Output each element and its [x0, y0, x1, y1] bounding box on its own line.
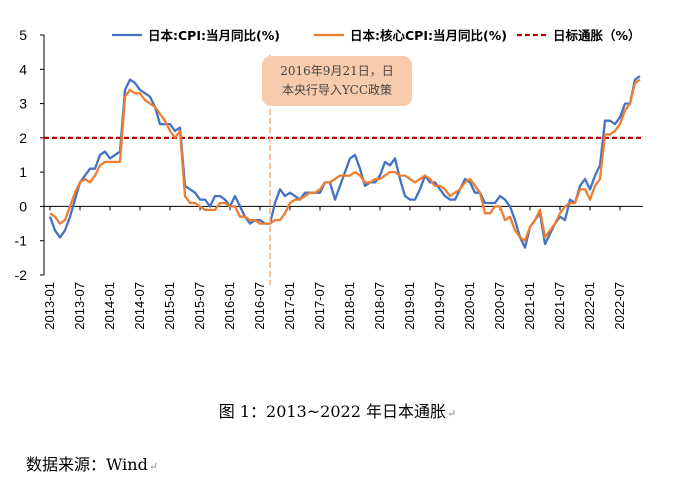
annotation-box: [262, 56, 412, 106]
x-tick-label: 2020-01: [462, 282, 477, 330]
source-note: 数据来源：Wind↵: [26, 451, 158, 475]
legend-label: 日本:CPI:当月同比(%): [148, 28, 280, 43]
figure-caption: 图 1：2013~2022 年日本通胀↵: [0, 398, 675, 422]
x-tick-label: 2015-07: [192, 282, 207, 330]
y-tick-label: 1: [19, 164, 27, 180]
x-axis: 2013-01 2013-07 2014-01 2014-07 2015-01 2015-…: [42, 205, 643, 330]
y-tick-label: 4: [19, 61, 27, 77]
y-tick-label: 5: [19, 27, 27, 43]
x-tick-label: 2013-07: [72, 282, 87, 330]
x-tick-label: 2022-07: [612, 282, 627, 330]
core-cpi-line: [49, 78, 641, 242]
x-tick-label: 2020-07: [492, 282, 507, 330]
paragraph-mark-icon: ↵: [148, 460, 159, 473]
x-tick-label: 2014-07: [132, 282, 147, 330]
x-tick-label: 2018-07: [372, 282, 387, 330]
x-tick-label: 2014-01: [102, 282, 117, 330]
x-tick-label: 2017-01: [282, 282, 297, 330]
source-note-text: 数据来源：Wind: [26, 455, 148, 474]
y-tick-label: 0: [19, 198, 27, 214]
x-tick-label: 2021-01: [522, 282, 537, 330]
y-axis: -2 -1 0 1 2 3 4 5: [15, 27, 45, 283]
y-tick-label: -1: [15, 233, 28, 249]
x-tick-label: 2022-01: [582, 282, 597, 330]
y-tick-label: 2: [19, 130, 27, 146]
chart: 日本:CPI:当月同比(%) 日本:核心CPI:当月同比(%) 日标通胀（%） -2…: [15, 27, 643, 330]
paragraph-mark-icon: ↵: [446, 407, 457, 420]
legend-label: 日标通胀（%）: [553, 28, 641, 43]
x-tick-label: 2013-01: [42, 282, 57, 330]
y-tick-label: 3: [19, 96, 27, 112]
x-tick-label: 2017-07: [312, 282, 327, 330]
legend: 日本:CPI:当月同比(%) 日本:核心CPI:当月同比(%) 日标通胀（%）: [112, 28, 641, 43]
legend-label: 日本:核心CPI:当月同比(%): [350, 28, 507, 43]
annotation-text: 本央行导入YCC政策: [282, 83, 392, 97]
x-tick-label: 2021-07: [552, 282, 567, 330]
x-tick-label: 2016-01: [222, 282, 237, 330]
x-tick-label: 2019-01: [402, 282, 417, 330]
annotation-text: 2016年9月21日，日: [280, 64, 393, 78]
x-tick-label: 2016-07: [252, 282, 267, 330]
figure-caption-text: 图 1：2013~2022 年日本通胀: [218, 402, 446, 421]
x-tick-label: 2015-01: [162, 282, 177, 330]
series-layer: [48, 75, 641, 249]
y-tick-label: -2: [15, 267, 28, 283]
x-tick-label: 2018-01: [342, 282, 357, 330]
x-tick-label: 2019-07: [432, 282, 447, 330]
